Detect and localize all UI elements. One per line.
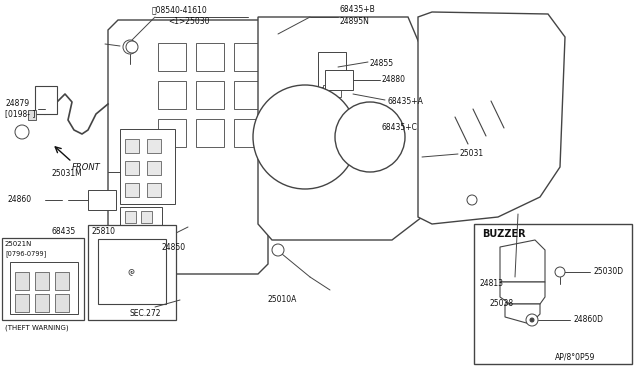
Circle shape — [123, 40, 137, 54]
Polygon shape — [418, 12, 565, 224]
Bar — [234, 119, 262, 147]
Bar — [88, 190, 116, 210]
Text: 68435+B: 68435+B — [340, 6, 376, 15]
Circle shape — [526, 314, 538, 326]
Text: 25021N: 25021N — [5, 241, 33, 247]
Bar — [55, 294, 69, 312]
Text: BUZZER: BUZZER — [482, 229, 525, 239]
Bar — [196, 119, 224, 147]
Bar — [141, 211, 152, 223]
Text: 24895N: 24895N — [340, 17, 370, 26]
Text: 25030D: 25030D — [593, 267, 623, 276]
Circle shape — [530, 318, 534, 322]
Text: <1>25030: <1>25030 — [168, 17, 209, 26]
Circle shape — [555, 267, 565, 277]
Text: 24879: 24879 — [5, 99, 29, 109]
Bar — [158, 43, 186, 71]
Polygon shape — [500, 240, 545, 282]
Bar — [120, 207, 162, 227]
Circle shape — [272, 244, 284, 256]
Text: 24860D: 24860D — [573, 315, 603, 324]
Bar — [35, 86, 57, 114]
Text: 24860: 24860 — [8, 196, 32, 205]
Bar — [28, 110, 36, 120]
Bar — [325, 70, 353, 90]
Bar — [15, 272, 29, 290]
Bar — [196, 43, 224, 71]
Text: 24850: 24850 — [162, 243, 186, 251]
Text: 68435+C: 68435+C — [382, 122, 418, 131]
Text: 25031: 25031 — [460, 150, 484, 158]
Text: 25031M: 25031M — [52, 170, 83, 179]
Polygon shape — [108, 20, 298, 274]
Circle shape — [126, 41, 138, 53]
Text: Ⓝ08540-41610: Ⓝ08540-41610 — [152, 6, 208, 15]
Polygon shape — [258, 17, 422, 240]
Bar — [2, 238, 84, 320]
Bar — [234, 81, 262, 109]
Circle shape — [335, 102, 405, 172]
Bar — [35, 272, 49, 290]
Text: 25810: 25810 — [92, 228, 116, 237]
Bar — [125, 211, 136, 223]
Bar — [158, 81, 186, 109]
Circle shape — [253, 85, 357, 189]
Bar — [147, 161, 161, 175]
Polygon shape — [500, 282, 545, 304]
Text: 68435: 68435 — [52, 228, 76, 237]
Bar — [15, 294, 29, 312]
Bar — [88, 225, 176, 320]
Text: FRONT: FRONT — [72, 163, 100, 171]
Text: 68435+A: 68435+A — [387, 97, 423, 106]
Bar — [474, 224, 632, 364]
Bar — [234, 43, 262, 71]
Bar — [147, 183, 161, 197]
Circle shape — [467, 195, 477, 205]
Bar — [108, 228, 122, 240]
Bar — [120, 129, 175, 204]
Text: [0198- ]: [0198- ] — [5, 109, 35, 119]
Text: 25010A: 25010A — [268, 295, 298, 305]
Text: AP/8°0P59: AP/8°0P59 — [555, 353, 595, 362]
Text: SEC.272: SEC.272 — [130, 310, 161, 318]
Text: [0796-0799]: [0796-0799] — [5, 251, 46, 257]
Polygon shape — [505, 304, 540, 324]
Bar — [125, 161, 139, 175]
Text: 25038: 25038 — [490, 299, 514, 308]
Bar — [35, 294, 49, 312]
Text: 24855: 24855 — [370, 60, 394, 68]
Circle shape — [15, 125, 29, 139]
Bar — [318, 52, 346, 87]
Bar — [158, 119, 186, 147]
Text: 24813: 24813 — [480, 279, 504, 289]
Bar — [323, 85, 341, 97]
Bar — [10, 262, 78, 314]
Bar — [55, 272, 69, 290]
Text: 24880: 24880 — [382, 76, 406, 84]
Bar — [147, 139, 161, 153]
Bar — [196, 81, 224, 109]
Text: (THEFT WARNING): (THEFT WARNING) — [5, 325, 68, 331]
Bar — [98, 239, 166, 304]
Bar — [125, 183, 139, 197]
Bar — [125, 139, 139, 153]
